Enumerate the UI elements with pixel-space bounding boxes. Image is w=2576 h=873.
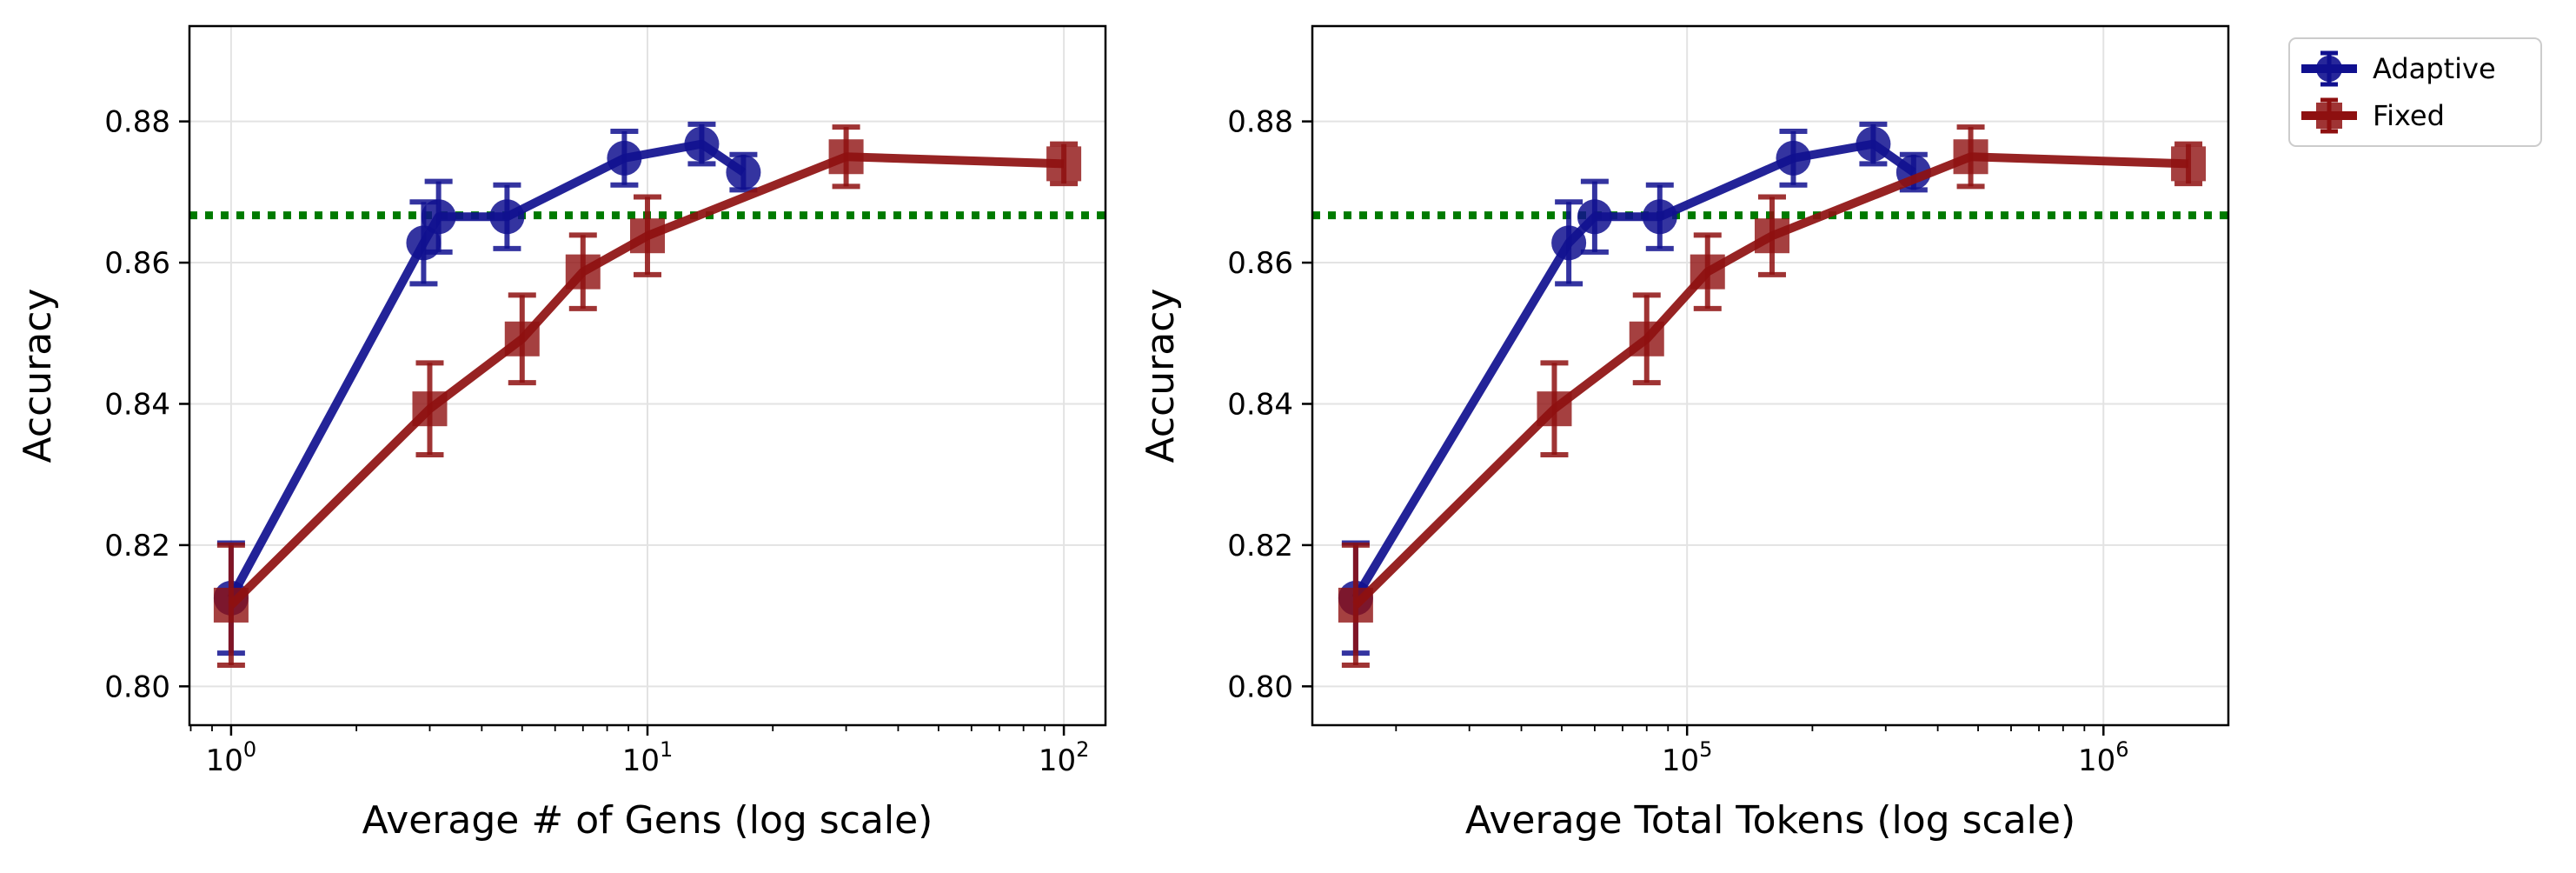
data-point-fixed xyxy=(213,587,249,623)
data-point-adaptive xyxy=(489,199,525,235)
data-point-adaptive xyxy=(1776,140,1811,176)
data-point-fixed xyxy=(1754,218,1789,254)
x-tick-label: 101 xyxy=(622,737,674,778)
data-point-adaptive xyxy=(1551,225,1587,261)
x-axis-label: Average Total Tokens (log scale) xyxy=(1465,798,2075,843)
data-point-fixed xyxy=(2171,146,2207,182)
data-point-fixed xyxy=(1953,139,1988,175)
y-tick-label: 0.88 xyxy=(1227,105,1293,140)
data-point-adaptive xyxy=(421,199,456,235)
panel-1: 0.80 0.82 0.84 0.86 0.88 100 101 102 Average # o… xyxy=(16,24,1107,843)
series-fixed xyxy=(1338,124,2207,668)
y-tick-label: 0.80 xyxy=(1227,670,1293,704)
data-point-adaptive xyxy=(607,140,642,176)
legend: Adaptive Fixed xyxy=(2288,37,2542,147)
legend-entry-adaptive: Adaptive xyxy=(2301,50,2496,87)
x-tick-label: 106 xyxy=(2078,737,2129,778)
data-point-adaptive xyxy=(1856,126,1891,162)
data-point-fixed xyxy=(1629,321,1664,357)
x-tick-label: 100 xyxy=(206,737,257,778)
legend-marker-square xyxy=(2316,103,2342,129)
legend-entry-fixed: Fixed xyxy=(2301,97,2445,134)
data-point-adaptive xyxy=(684,126,720,162)
data-point-fixed xyxy=(1338,587,1373,623)
data-point-fixed xyxy=(828,139,864,175)
data-point-fixed xyxy=(412,391,448,427)
data-point-adaptive xyxy=(1642,199,1677,235)
y-tick-label: 0.86 xyxy=(104,246,170,281)
legend-label: Adaptive xyxy=(2373,52,2496,85)
plot-frame xyxy=(1311,24,2230,727)
y-axis-label: Accuracy xyxy=(1139,289,1183,463)
legend-marker-circle xyxy=(2316,56,2342,82)
x-axis-label: Average # of Gens (log scale) xyxy=(362,798,933,843)
y-tick-label: 0.82 xyxy=(1227,529,1293,563)
legend-label: Fixed xyxy=(2373,99,2445,132)
data-point-fixed xyxy=(1690,254,1725,290)
series-fixed xyxy=(213,124,1082,668)
y-axis-label: Accuracy xyxy=(16,289,60,463)
data-point-fixed xyxy=(1046,146,1082,182)
y-tick-label: 0.84 xyxy=(1227,387,1293,422)
data-point-fixed xyxy=(630,218,665,254)
x-tick-label: 102 xyxy=(1039,737,1090,778)
data-point-fixed xyxy=(504,321,540,357)
y-tick-label: 0.84 xyxy=(104,387,170,422)
y-tick-label: 0.82 xyxy=(104,529,170,563)
data-point-fixed xyxy=(1537,391,1572,427)
data-point-fixed xyxy=(565,254,601,290)
y-tick-label: 0.86 xyxy=(1227,246,1293,281)
data-point-adaptive xyxy=(726,155,761,190)
y-tick-label: 0.88 xyxy=(104,105,170,140)
data-point-adaptive xyxy=(1577,199,1612,235)
y-tick-label: 0.80 xyxy=(104,670,170,704)
x-tick-label: 105 xyxy=(1662,737,1713,778)
